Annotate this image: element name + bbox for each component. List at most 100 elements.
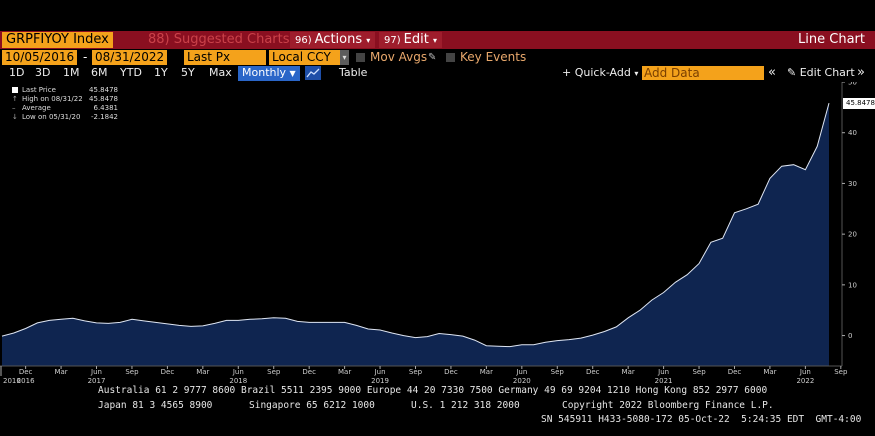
quick-add-label: Quick-Add bbox=[574, 66, 631, 79]
legend-value: 6.4381 bbox=[93, 104, 119, 112]
key-events-checkbox[interactable] bbox=[446, 53, 455, 62]
legend-value: 45.8478 bbox=[89, 86, 118, 94]
date-controls-row: 10/05/2016 - 08/31/2022 Last Px Local CC… bbox=[0, 50, 875, 65]
footer-session: SN 545911 H433-5080-172 05-Oct-22 5:24:3… bbox=[541, 414, 862, 425]
x-tick-label: Mar bbox=[763, 368, 776, 376]
mov-avgs-label[interactable]: Mov Avgs bbox=[370, 50, 428, 64]
ticker-field[interactable]: GRPFIYOY Index bbox=[2, 32, 113, 48]
period-1m[interactable]: 1M bbox=[63, 66, 80, 79]
legend-average: – Average 6.4381 bbox=[8, 104, 118, 113]
x-tick-label: Jun bbox=[799, 368, 811, 376]
frequency-selector[interactable]: Monthly ▼ bbox=[238, 66, 300, 81]
x-tick-label: Jun bbox=[374, 368, 386, 376]
start-date-field[interactable]: 10/05/2016 bbox=[2, 50, 78, 65]
table-button[interactable]: Table bbox=[339, 66, 368, 79]
mov-avgs-checkbox[interactable] bbox=[356, 53, 365, 62]
period-6m[interactable]: 6M bbox=[91, 66, 108, 79]
series-swatch bbox=[12, 87, 18, 93]
edit-chart-button[interactable]: ✎ Edit Chart bbox=[787, 66, 855, 80]
date-separator: - bbox=[83, 50, 88, 64]
x-year-label: 2019 bbox=[371, 377, 389, 384]
x-year-label: 2017 bbox=[88, 377, 106, 384]
high-marker-icon: ↑ bbox=[12, 95, 18, 103]
end-date-field[interactable]: 08/31/2022 bbox=[92, 50, 168, 65]
period-3d[interactable]: 3D bbox=[35, 66, 51, 79]
chart-type-title: Line Chart bbox=[798, 32, 865, 47]
x-tick-label: Mar bbox=[480, 368, 493, 376]
series-line bbox=[1, 102, 830, 348]
quick-add-button[interactable]: + Quick-Add ▾ bbox=[562, 66, 638, 81]
x-tick-label: Dec bbox=[302, 368, 316, 376]
collapse-arrows-icon[interactable]: « bbox=[768, 65, 776, 80]
y-tick-label: 50 bbox=[848, 82, 857, 87]
line-chart-icon[interactable] bbox=[305, 66, 321, 80]
x-year-label: 2021 bbox=[655, 377, 673, 384]
period-ytd[interactable]: YTD bbox=[120, 66, 142, 79]
x-tick-label: Jun bbox=[657, 368, 669, 376]
y-tick-label: 20 bbox=[848, 231, 857, 239]
last-value-label: 45.8478 bbox=[843, 98, 875, 109]
average-marker-icon: – bbox=[12, 104, 16, 112]
x-tick-label: Dec bbox=[19, 368, 33, 376]
title-bar: GRPFIYOY Index 88) Suggested Charts 96) A… bbox=[0, 31, 875, 49]
plot-area bbox=[1, 102, 830, 366]
x-tick-label: Dec bbox=[444, 368, 458, 376]
legend-label: Last Price bbox=[22, 86, 56, 94]
period-1y[interactable]: 1Y bbox=[154, 66, 168, 79]
period-max[interactable]: Max bbox=[209, 66, 232, 79]
legend-last-price: Last Price 45.8478 bbox=[8, 86, 118, 95]
chevron-down-icon: ▾ bbox=[432, 36, 437, 45]
expand-arrows-icon[interactable]: » bbox=[857, 65, 865, 80]
currency-dropdown-icon[interactable]: ▾ bbox=[340, 50, 349, 65]
actions-button[interactable]: 96) Actions ▾ bbox=[290, 32, 376, 48]
x-tick-label: Mar bbox=[338, 368, 351, 376]
low-marker-icon: ↓ bbox=[12, 113, 18, 121]
edit-label: Edit bbox=[403, 32, 429, 47]
currency-selector[interactable]: Local CCY bbox=[269, 50, 341, 65]
actions-number: 96) bbox=[295, 35, 312, 46]
field-selector[interactable]: Last Px bbox=[184, 50, 266, 65]
edit-number: 97) bbox=[384, 35, 401, 46]
x-year-label: 2016 bbox=[3, 377, 21, 384]
legend-value: 45.8478 bbox=[89, 95, 118, 103]
series-area bbox=[2, 103, 829, 366]
x-tick-label: Mar bbox=[54, 368, 67, 376]
edit-chart-label: Edit Chart bbox=[799, 66, 855, 79]
suggested-charts-label: Suggested Charts bbox=[173, 32, 290, 47]
frequency-label: Monthly bbox=[242, 66, 287, 79]
legend-label: High on 08/31/22 bbox=[22, 95, 83, 103]
toolbar-row: 1D 3D 1M 6M YTD 1Y 5Y Max Monthly ▼ Tabl… bbox=[0, 65, 875, 81]
plus-icon: + bbox=[562, 66, 572, 79]
pencil-icon[interactable]: ✎ bbox=[428, 52, 437, 63]
x-year-label: 2016 bbox=[17, 377, 35, 384]
x-tick-label: Mar bbox=[622, 368, 635, 376]
chevron-down-icon: ▾ bbox=[634, 69, 639, 78]
period-1d[interactable]: 1D bbox=[9, 66, 25, 79]
suggested-charts-button[interactable]: 88) Suggested Charts bbox=[144, 32, 294, 48]
legend-label: Low on 05/31/20 bbox=[22, 113, 81, 121]
footer-us: U.S. 1 212 318 2000 bbox=[411, 400, 520, 411]
x-tick-label: Dec bbox=[728, 368, 742, 376]
x-tick-label: Mar bbox=[196, 368, 209, 376]
footer-line1: Australia 61 2 9777 8600 Brazil 5511 239… bbox=[98, 385, 768, 396]
footer-copyright: Copyright 2022 Bloomberg Finance L.P. bbox=[562, 400, 774, 411]
key-events-label[interactable]: Key Events bbox=[460, 50, 527, 64]
x-tick-label: Sep bbox=[692, 368, 706, 376]
y-tick-label: 30 bbox=[848, 180, 857, 188]
edit-button[interactable]: 97) Edit ▾ bbox=[379, 32, 442, 48]
add-data-input[interactable]: Add Data bbox=[642, 66, 764, 80]
x-tick-label: Jun bbox=[232, 368, 244, 376]
y-tick-label: 10 bbox=[848, 281, 857, 289]
x-tick-label: Sep bbox=[551, 368, 565, 376]
x-tick-label: Sep bbox=[267, 368, 281, 376]
period-5y[interactable]: 5Y bbox=[181, 66, 195, 79]
legend-low: ↓ Low on 05/31/20 -2.1842 bbox=[8, 113, 118, 122]
x-tick-label: Sep bbox=[409, 368, 423, 376]
legend-label: Average bbox=[22, 104, 51, 112]
footer-singapore: Singapore 65 6212 1000 bbox=[249, 400, 375, 411]
y-tick-label: 0 bbox=[848, 332, 852, 340]
chevron-down-icon: ▾ bbox=[366, 36, 371, 45]
x-tick-label: Sep bbox=[834, 368, 848, 376]
